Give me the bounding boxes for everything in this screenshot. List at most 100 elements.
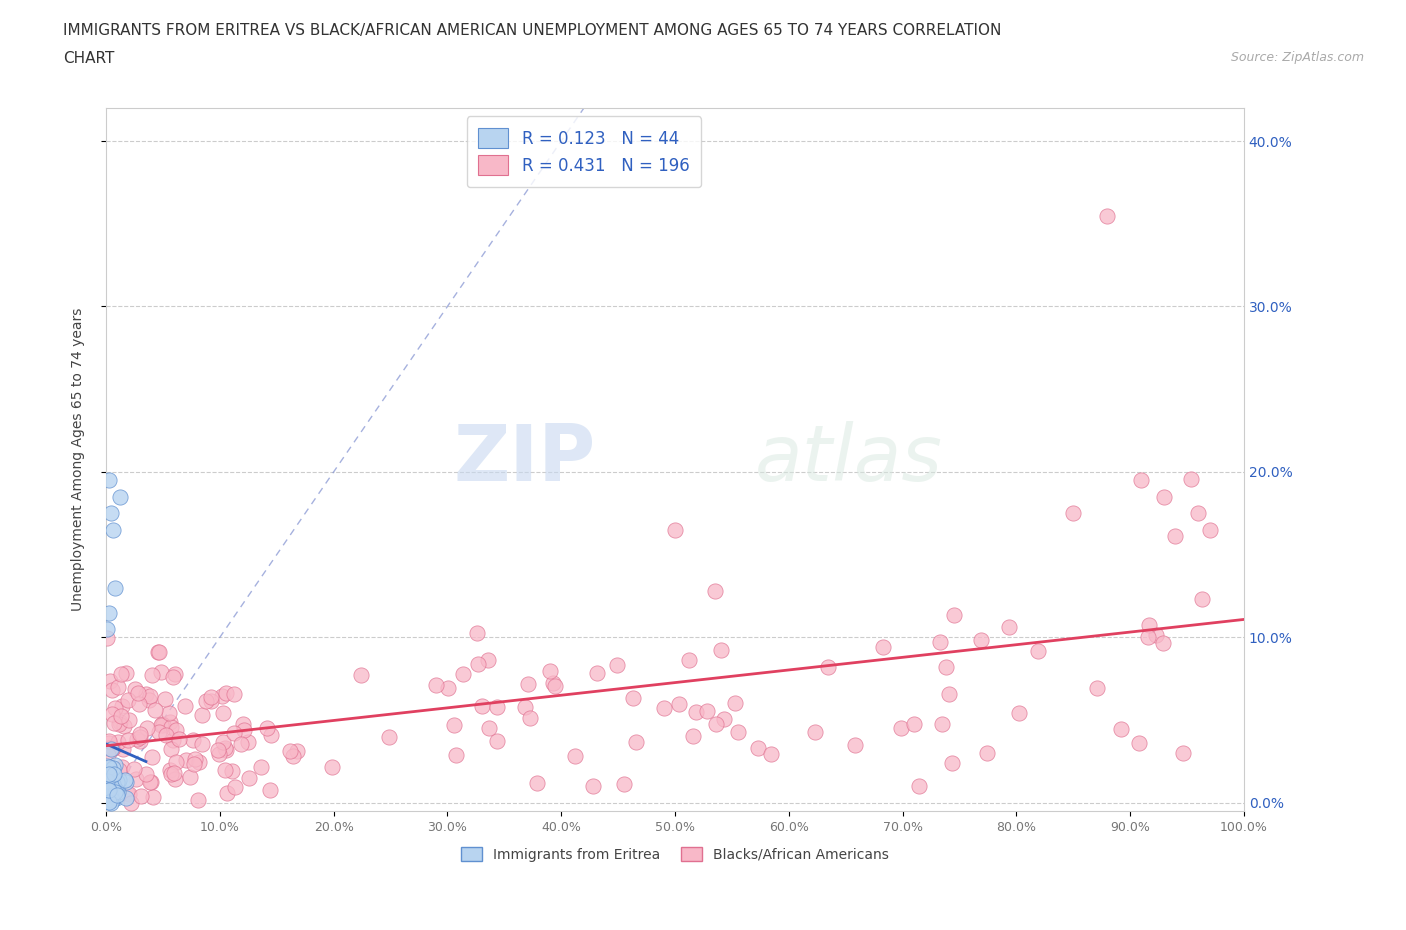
- Point: [682, 728, 704, 743]
- Point: [108, 489, 131, 504]
- Point: [100, 795, 122, 810]
- Point: [103, 769, 125, 784]
- Point: [96, 631, 118, 645]
- Point: [139, 688, 162, 703]
- Point: [110, 666, 132, 681]
- Point: [976, 746, 998, 761]
- Point: [167, 731, 190, 746]
- Point: [190, 708, 212, 723]
- Point: [1026, 644, 1049, 658]
- Point: [249, 760, 271, 775]
- Point: [97, 766, 120, 781]
- Point: [107, 679, 129, 694]
- Point: [541, 675, 564, 690]
- Point: [222, 725, 245, 740]
- Point: [224, 780, 246, 795]
- Point: [444, 748, 467, 763]
- Point: [162, 733, 184, 748]
- Point: [613, 777, 636, 791]
- Point: [103, 766, 125, 781]
- Point: [515, 700, 537, 715]
- Point: [98, 788, 121, 803]
- Point: [96, 758, 118, 773]
- Point: [98, 472, 121, 487]
- Point: [1137, 618, 1160, 632]
- Point: [148, 644, 170, 659]
- Point: [215, 786, 238, 801]
- Point: [101, 741, 124, 756]
- Point: [747, 740, 769, 755]
- Point: [105, 782, 128, 797]
- Point: [127, 731, 149, 746]
- Y-axis label: Unemployment Among Ages 65 to 74 years: Unemployment Among Ages 65 to 74 years: [72, 308, 86, 611]
- Point: [97, 772, 120, 787]
- Point: [582, 778, 605, 793]
- Point: [451, 667, 474, 682]
- Point: [1146, 628, 1168, 643]
- Point: [664, 523, 686, 538]
- Point: [1008, 705, 1031, 720]
- Point: [704, 716, 727, 731]
- Point: [97, 734, 120, 749]
- Point: [100, 742, 122, 757]
- Point: [101, 707, 124, 722]
- Point: [696, 703, 718, 718]
- Point: [378, 729, 401, 744]
- Point: [98, 741, 121, 756]
- Point: [96, 772, 118, 787]
- Point: [117, 693, 139, 708]
- Point: [104, 700, 127, 715]
- Point: [135, 767, 157, 782]
- Point: [104, 785, 127, 800]
- Point: [120, 795, 142, 810]
- Point: [129, 789, 152, 804]
- Point: [443, 718, 465, 733]
- Point: [238, 771, 260, 786]
- Point: [159, 763, 181, 777]
- Point: [195, 694, 218, 709]
- Point: [165, 755, 187, 770]
- Point: [259, 782, 281, 797]
- Point: [713, 711, 735, 726]
- Point: [872, 640, 894, 655]
- Point: [152, 718, 174, 733]
- Point: [96, 621, 118, 636]
- Point: [103, 781, 125, 796]
- Point: [174, 698, 197, 713]
- Point: [941, 755, 963, 770]
- Text: atlas: atlas: [755, 421, 942, 498]
- Point: [519, 711, 541, 725]
- Point: [538, 663, 561, 678]
- Point: [759, 746, 782, 761]
- Point: [942, 607, 965, 622]
- Point: [165, 722, 187, 737]
- Point: [685, 704, 707, 719]
- Point: [1152, 635, 1174, 650]
- Point: [281, 749, 304, 764]
- Point: [114, 790, 136, 805]
- Point: [163, 765, 186, 780]
- Point: [1130, 472, 1153, 487]
- Point: [710, 643, 733, 658]
- Point: [157, 705, 180, 720]
- Point: [181, 732, 204, 747]
- Point: [817, 660, 839, 675]
- Point: [159, 742, 181, 757]
- Point: [155, 727, 177, 742]
- Point: [1187, 506, 1209, 521]
- Point: [111, 760, 134, 775]
- Text: Source: ZipAtlas.com: Source: ZipAtlas.com: [1230, 51, 1364, 64]
- Point: [159, 766, 181, 781]
- Point: [1198, 523, 1220, 538]
- Point: [256, 720, 278, 735]
- Point: [124, 771, 146, 786]
- Point: [1062, 506, 1084, 521]
- Point: [108, 715, 131, 730]
- Point: [215, 685, 238, 700]
- Point: [184, 751, 207, 766]
- Point: [183, 756, 205, 771]
- Point: [97, 748, 120, 763]
- Point: [124, 682, 146, 697]
- Point: [1153, 489, 1175, 504]
- Point: [903, 716, 925, 731]
